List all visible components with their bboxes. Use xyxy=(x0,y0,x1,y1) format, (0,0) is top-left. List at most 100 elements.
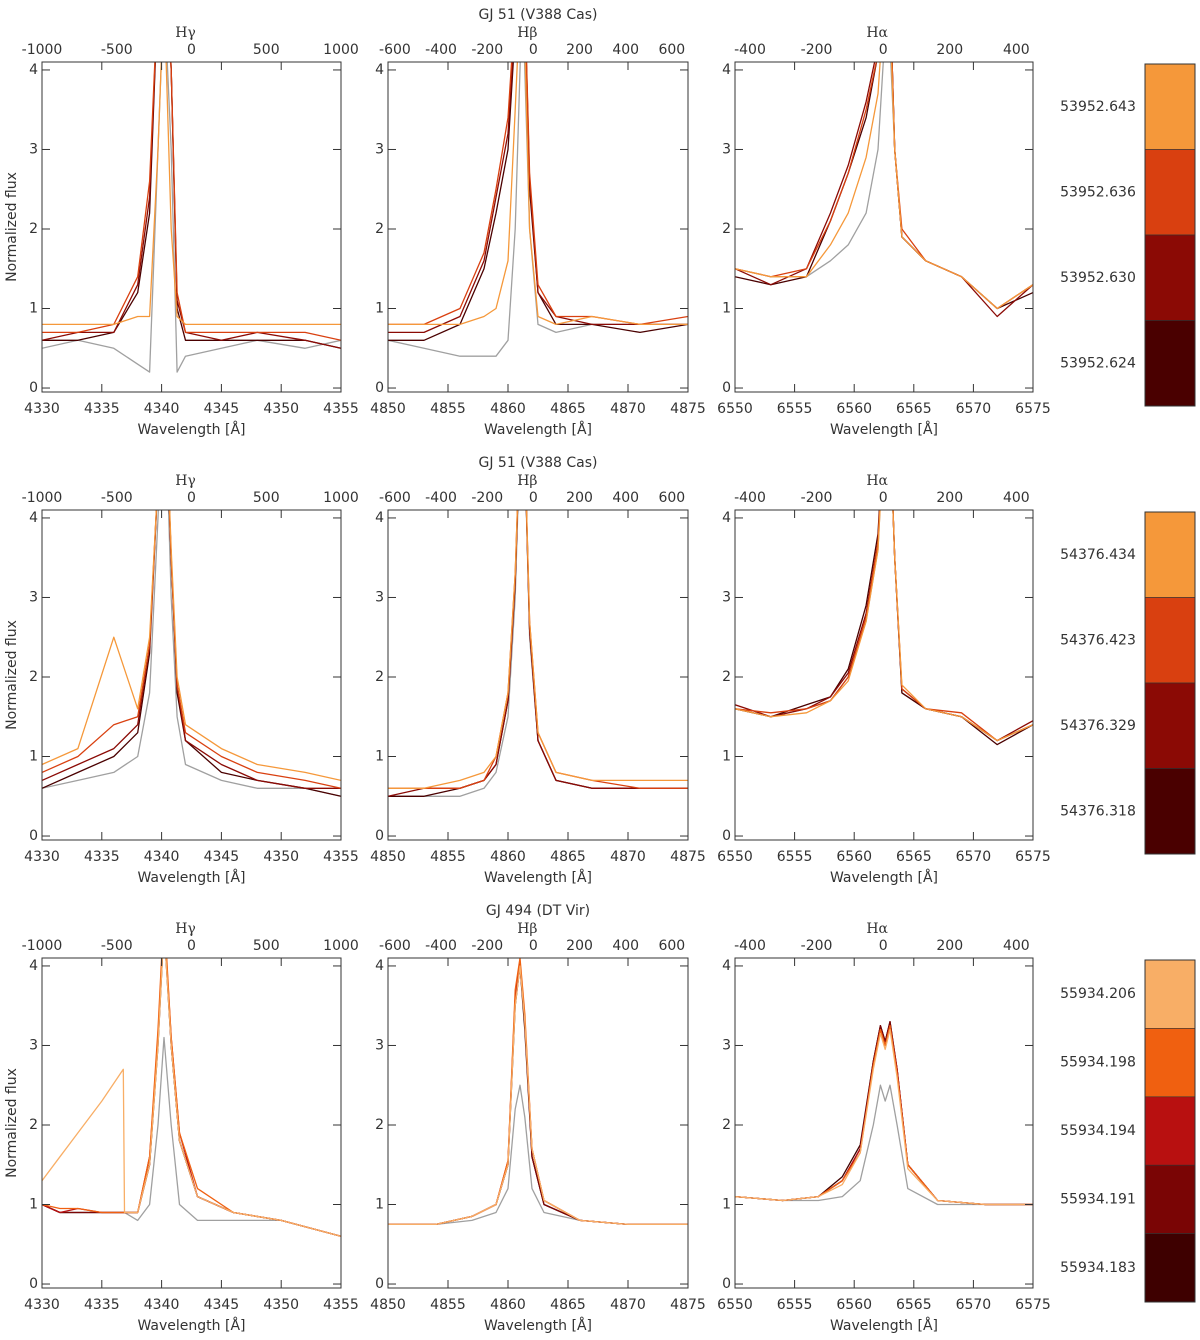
spectrum-line xyxy=(735,1028,1033,1206)
colorbar-label: 54376.434 xyxy=(1060,547,1136,563)
spectrum-line xyxy=(735,62,1033,310)
top-tick-label: 0 xyxy=(529,42,538,58)
y-tick-label: 1 xyxy=(375,1197,384,1213)
top-tick-label: 200 xyxy=(936,490,963,506)
top-tick-label: -1000 xyxy=(22,490,63,506)
y-tick-label: 2 xyxy=(375,1117,384,1133)
x-tick-label: 4865 xyxy=(550,849,586,865)
spectrum-line xyxy=(735,1020,1033,1206)
y-axis-label: Normalized flux xyxy=(4,1068,20,1178)
y-tick-label: 0 xyxy=(29,380,38,396)
x-tick-label: 4855 xyxy=(430,401,466,417)
colorbar-frame xyxy=(1144,959,1196,1303)
top-tick-label: 600 xyxy=(658,490,685,506)
x-axis-label: Wavelength [Å] xyxy=(830,1317,938,1334)
y-tick-label: 0 xyxy=(29,828,38,844)
spectrum-line xyxy=(735,510,1033,742)
x-tick-label: 4355 xyxy=(323,401,359,417)
spectrum-line xyxy=(388,965,688,1226)
colorbar-segment xyxy=(1144,1096,1196,1166)
x-tick-label: 4330 xyxy=(24,401,60,417)
row-title: GJ 494 (DT Vir) xyxy=(486,903,590,919)
top-tick-label: 600 xyxy=(658,938,685,954)
top-tick-label: 0 xyxy=(879,938,888,954)
line-label: Hα xyxy=(866,473,888,489)
y-tick-label: 3 xyxy=(375,141,384,157)
x-tick-label: 4340 xyxy=(144,401,180,417)
x-tick-label: 4850 xyxy=(370,849,406,865)
x-axis-label: Wavelength [Å] xyxy=(830,869,938,886)
plot-frame xyxy=(734,957,1034,1289)
x-tick-label: 4860 xyxy=(490,401,526,417)
top-tick-label: 400 xyxy=(1003,490,1030,506)
top-tick-label: 0 xyxy=(187,42,196,58)
spectrum-line xyxy=(735,510,1033,742)
colorbar-segment xyxy=(1144,959,1196,1029)
x-axis-label: Wavelength [Å] xyxy=(137,869,245,886)
top-tick-label: -400 xyxy=(425,42,457,58)
y-tick-label: 3 xyxy=(29,589,38,605)
top-tick-label: -200 xyxy=(801,490,833,506)
y-tick-label: 0 xyxy=(722,828,731,844)
row-title: GJ 51 (V388 Cas) xyxy=(478,7,597,23)
colorbar-segment xyxy=(1144,682,1196,769)
top-tick-label: 200 xyxy=(566,42,593,58)
spectrum-line xyxy=(388,958,688,1226)
top-tick-label: -600 xyxy=(379,42,411,58)
line-label: Hγ xyxy=(175,921,196,937)
spectrum-line xyxy=(388,1084,688,1226)
line-label: Hβ xyxy=(517,921,537,937)
y-axis-label: Normalized flux xyxy=(4,172,20,282)
y-tick-label: 4 xyxy=(375,958,384,974)
colorbar-segment xyxy=(1144,320,1196,407)
plot-area xyxy=(388,958,688,1226)
x-tick-label: 4340 xyxy=(144,1297,180,1313)
x-tick-label: 4875 xyxy=(670,401,706,417)
top-tick-label: 500 xyxy=(253,938,280,954)
y-tick-label: 3 xyxy=(375,589,384,605)
x-tick-label: 4345 xyxy=(204,401,240,417)
x-tick-label: 6565 xyxy=(896,401,932,417)
x-tick-label: 4870 xyxy=(610,1297,646,1313)
top-tick-label: 600 xyxy=(658,42,685,58)
x-tick-label: 6575 xyxy=(1015,849,1051,865)
y-tick-label: 0 xyxy=(375,1276,384,1292)
line-label: Hα xyxy=(866,921,888,937)
x-tick-label: 4345 xyxy=(204,1297,240,1313)
top-tick-label: 1000 xyxy=(323,938,359,954)
top-tick-label: 0 xyxy=(879,42,888,58)
y-tick-label: 4 xyxy=(29,510,38,526)
y-tick-label: 1 xyxy=(29,1197,38,1213)
x-tick-label: 4870 xyxy=(610,849,646,865)
spectrum-line xyxy=(388,965,688,1226)
spectrum-line xyxy=(388,510,688,789)
top-tick-label: 200 xyxy=(936,42,963,58)
x-tick-label: 4355 xyxy=(323,1297,359,1313)
x-tick-label: 4850 xyxy=(370,1297,406,1313)
x-tick-label: 4865 xyxy=(550,401,586,417)
top-tick-label: 400 xyxy=(612,490,639,506)
top-tick-label: -400 xyxy=(734,490,766,506)
top-tick-label: 400 xyxy=(1003,938,1030,954)
colorbar-segment xyxy=(1144,511,1196,598)
spectrum-line xyxy=(42,62,341,341)
spectrum-line xyxy=(42,510,341,789)
spectrum-line xyxy=(42,62,341,326)
y-tick-label: 1 xyxy=(722,301,731,317)
top-tick-label: 0 xyxy=(879,490,888,506)
spectrum-line xyxy=(735,1024,1033,1206)
spectrum-line xyxy=(42,510,341,782)
y-tick-label: 2 xyxy=(722,221,731,237)
spectrum-line xyxy=(42,1036,341,1237)
y-tick-label: 1 xyxy=(375,301,384,317)
y-tick-label: 3 xyxy=(29,1037,38,1053)
colorbar-label: 53952.643 xyxy=(1060,99,1136,115)
spectrum-line xyxy=(388,965,688,1226)
top-tick-label: -1000 xyxy=(22,42,63,58)
plot-frame xyxy=(387,509,689,841)
line-label: Hγ xyxy=(175,25,196,41)
top-tick-label: -200 xyxy=(471,938,503,954)
x-tick-label: 6555 xyxy=(777,849,813,865)
colorbar-frame xyxy=(1144,511,1196,855)
